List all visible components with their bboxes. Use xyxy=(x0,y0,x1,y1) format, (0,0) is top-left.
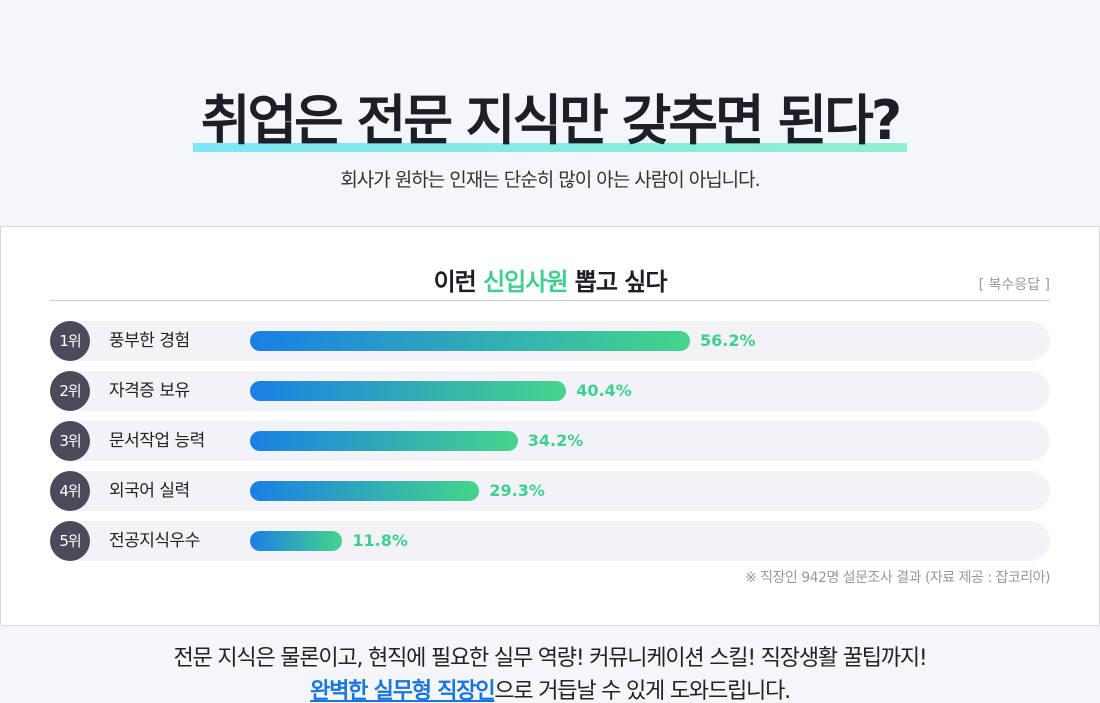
footer-highlight: 완벽한 실무형 직장인 xyxy=(310,679,495,703)
chart-row: 4위 외국어 실력 29.3% xyxy=(50,471,1050,511)
category-label: 전공지식우수 xyxy=(109,531,200,551)
value-label: 11.8% xyxy=(352,531,408,550)
hero-subtitle: 회사가 원하는 인재는 단순히 많이 아는 사람이 아닙니다. xyxy=(340,169,760,191)
chart-row: 1위 풍부한 경험 56.2% xyxy=(50,321,1050,361)
footer-line-1: 전문 지식은 물론이고, 현직에 필요한 실무 역량! 커뮤니케이션 스킬! 직… xyxy=(173,646,928,671)
category-label: 풍부한 경험 xyxy=(109,331,190,351)
bar xyxy=(250,481,480,501)
footer-line-2-rest: 으로 거듭날 수 있게 도와드립니다. xyxy=(494,679,791,703)
chart-row: 3위 문서작업 능력 34.2% xyxy=(50,421,1050,461)
rank-badge: 1위 xyxy=(50,321,90,361)
value-label: 34.2% xyxy=(527,431,584,450)
value-label: 40.4% xyxy=(576,381,632,400)
source-note: ※ 직장인 942명 설문조사 결과 (자료 제공 : 잡코리아) xyxy=(744,570,1051,586)
bar xyxy=(250,331,690,351)
bar xyxy=(250,381,567,401)
hero-title: 취업은 전문 지식만 갖추면 된다? xyxy=(192,88,908,154)
footer-line-2: 완벽한 실무형 직장인으로 거듭날 수 있게 도와드립니다. xyxy=(0,675,1100,703)
hero-title-text: 취업은 전문 지식만 갖추면 된다? xyxy=(200,89,902,152)
chart-header: 이런 신입사원 뽑고 싶다 [ 복수응답 ] xyxy=(50,262,1050,301)
category-label: 문서작업 능력 xyxy=(109,431,205,451)
chart-title-post: 뽑고 싶다 xyxy=(567,268,668,296)
chart-title-accent: 신입사원 xyxy=(483,268,568,296)
bar xyxy=(250,531,343,551)
chart-title-pre: 이런 xyxy=(433,268,484,296)
category-label: 외국어 실력 xyxy=(109,481,190,501)
rank-badge: 2위 xyxy=(50,371,90,411)
rank-badge: 3위 xyxy=(50,421,90,461)
chart-title: 이런 신입사원 뽑고 싶다 xyxy=(50,262,1050,297)
rank-badge: 4위 xyxy=(50,471,90,511)
hero-title-wrap: 취업은 전문 지식만 갖추면 된다? xyxy=(0,88,1100,154)
chart-row: 2위 자격증 보유 40.4% xyxy=(50,371,1050,411)
value-label: 56.2% xyxy=(700,331,756,350)
footer-text: 전문 지식은 물론이고, 현직에 필요한 실무 역량! 커뮤니케이션 스킬! 직… xyxy=(0,642,1100,703)
bar xyxy=(250,431,518,451)
chart-row: 5위 전공지식우수 11.8% xyxy=(50,521,1050,561)
rank-badge: 5위 xyxy=(50,521,90,561)
multiple-response-note: [ 복수응답 ] xyxy=(978,277,1050,293)
value-label: 29.3% xyxy=(489,481,545,500)
category-label: 자격증 보유 xyxy=(109,381,190,401)
